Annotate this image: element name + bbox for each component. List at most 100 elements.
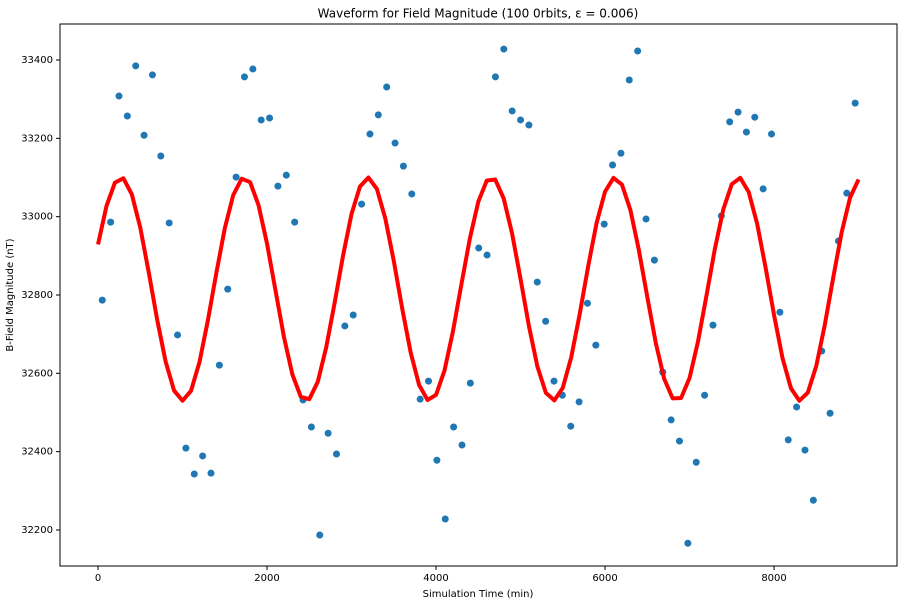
scatter-point [742,128,750,136]
scatter-point [450,423,458,431]
scatter-point [617,149,625,157]
line [96,175,861,403]
scatter-point [433,456,441,464]
scatter-point [684,539,692,547]
scatter-point [667,416,675,424]
x-tick-label: 4000 [423,573,448,584]
scatter-point [793,403,801,411]
scatter-point [525,121,533,129]
scatter-point [801,446,809,454]
scatter-point [843,189,851,197]
y-tick-label: 32800 [21,290,53,301]
scatter-point [123,112,131,120]
scatter-point [383,83,391,91]
scatter-point [809,496,817,504]
y-tick-label: 32200 [21,525,53,536]
scatter-point [115,92,123,100]
x-tick-label: 6000 [592,573,617,584]
scatter-point [759,185,767,193]
scatter-point [391,139,399,147]
scatter-point [575,398,583,406]
y-tick-label: 33000 [21,212,53,223]
scatter-point [416,395,424,403]
scatter-point [550,377,558,385]
scatter-point [675,437,683,445]
scatter-point [190,470,198,478]
scatter-point [634,47,642,55]
scatter-point [148,71,156,79]
scatter-point [567,422,575,430]
y-tick-label: 33400 [21,55,53,66]
x-axis-label: Simulation Time (min) [423,589,534,600]
scatter-point [165,219,173,227]
scatter-point [475,244,483,252]
scatter-point [332,450,340,458]
scatter-point [500,45,508,53]
scatter-point [425,377,433,385]
scatter-point [98,296,106,304]
scatter-point [324,429,332,437]
scatter-point [174,331,182,339]
scatter-point [274,182,282,190]
scatter-point [784,436,792,444]
scatter-point [458,441,466,449]
scatter-point [257,116,265,124]
scatter-point [408,190,416,198]
scatter-point [107,218,115,226]
scatter-point [207,469,215,477]
plot-frame [59,23,898,567]
scatter-point [132,62,140,70]
scatter-point [751,113,759,121]
scatter-point [625,76,633,84]
scatter-point [182,444,190,452]
scatter-point [483,251,491,259]
y-tick-label: 33200 [21,133,53,144]
scatter-point [542,317,550,325]
scatter-point [249,65,257,73]
scatter-point [215,361,223,369]
scatter-point [826,409,834,417]
y-tick-label: 32600 [21,368,53,379]
scatter-point [341,322,349,330]
scatter-point [583,299,591,307]
scatter-point [642,215,650,223]
scatter-point [316,531,324,539]
scatter-point [366,130,374,138]
chart-title: Waveform for Field Magnitude (100 0rbits… [318,7,639,21]
scatter-point [232,173,240,181]
scatter-point [726,118,734,126]
y-tick-label: 32400 [21,447,53,458]
scatter-point [851,99,859,107]
scatter-point [266,114,274,122]
scatter-point [768,130,776,138]
scatter-point [609,161,617,169]
scatter-point [709,321,717,329]
scatter-point [701,391,709,399]
scatter-point [441,515,449,523]
scatter-point [282,171,290,179]
scatter-point [692,458,700,466]
scatter-point [157,152,165,160]
scatter-point [491,73,499,81]
scatter-point [240,73,248,81]
scatter-point [600,220,608,228]
scatter-point [358,200,366,208]
scatter-point [776,308,784,316]
scatter-point [650,256,658,264]
scatter-point [533,278,541,286]
scatter-point [140,131,148,139]
scatter-point [374,111,382,119]
scatter-point [224,285,232,293]
scatter-point [508,107,516,115]
scatter-point [199,452,207,460]
scatter-point [349,311,357,319]
x-tick-label: 8000 [761,573,786,584]
scatter-point [307,423,315,431]
x-tick-label: 2000 [254,573,279,584]
scatter-point [466,379,474,387]
y-axis-label: B-Field Magnitude (nT) [5,238,16,351]
scatter-point [399,162,407,170]
